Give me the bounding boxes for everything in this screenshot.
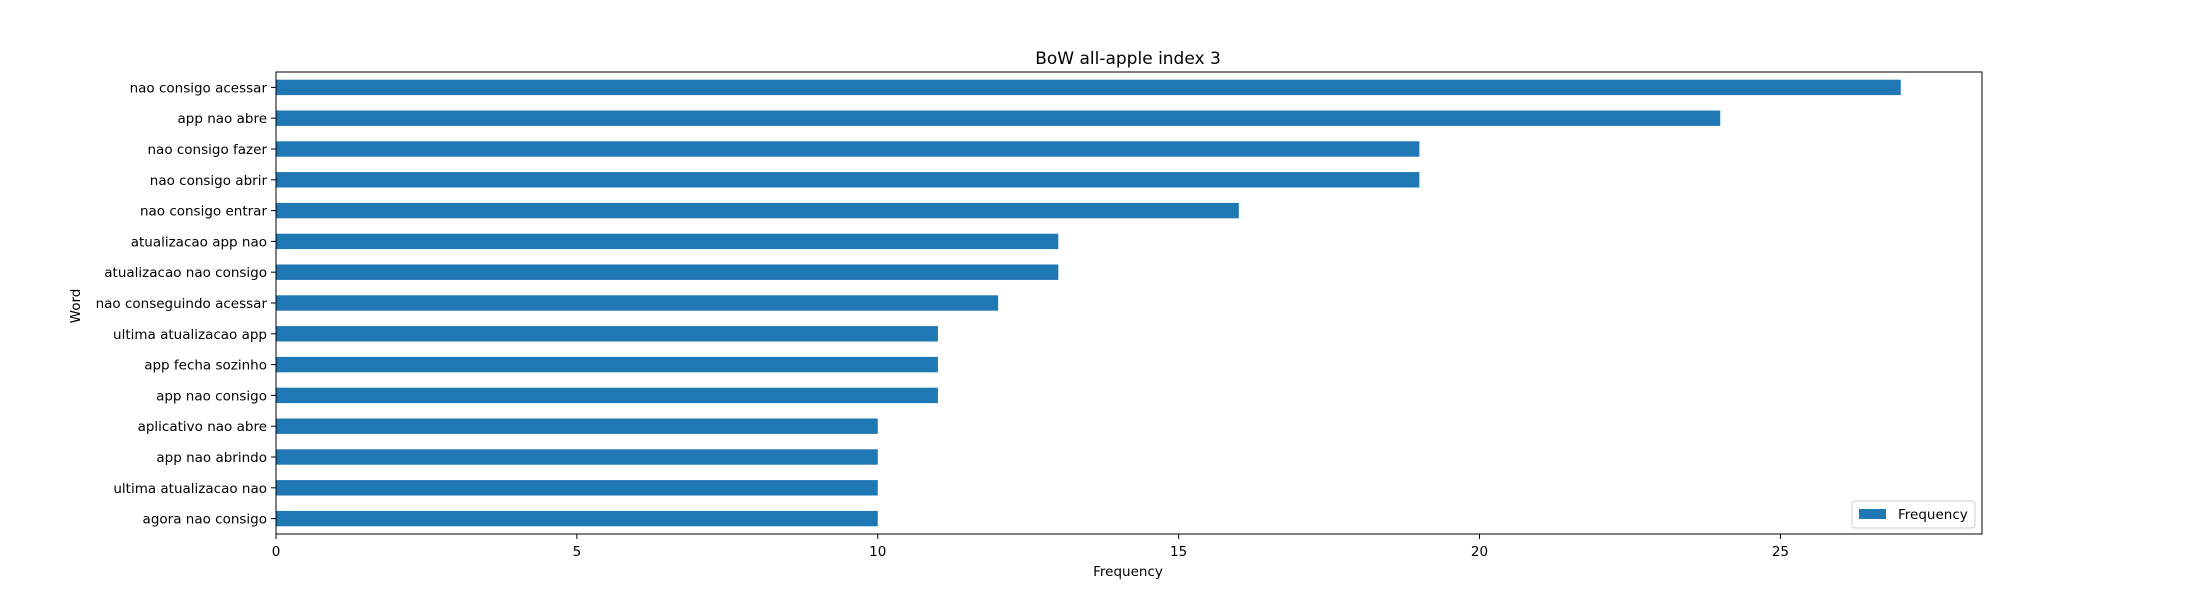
y-tick-label: nao consigo entrar (140, 204, 268, 220)
y-tick-label: aplicativo nao abre (138, 419, 267, 435)
bar (276, 326, 938, 342)
bars-group (276, 79, 1901, 527)
x-axis-label: Frequency (1093, 564, 1163, 580)
bar (276, 79, 1901, 96)
x-tick-label: 25 (1772, 544, 1789, 560)
bar (276, 141, 1420, 157)
y-tick-label: atualizacao app nao (131, 234, 267, 250)
legend-swatch (1859, 509, 1886, 519)
y-tick-label: app nao consigo (156, 388, 267, 404)
y-tick-label: app nao abre (178, 111, 267, 127)
y-tick-label: nao consigo fazer (148, 142, 268, 158)
plot-frame (275, 71, 1983, 535)
x-tick-label: 20 (1471, 544, 1488, 560)
y-ticks-group: nao consigo acessar app nao abre nao consi… (96, 80, 276, 528)
bar (276, 387, 938, 404)
y-tick-label: agora nao consigo (143, 512, 267, 528)
y-axis-label: Word (68, 289, 84, 324)
legend: Frequency (1851, 500, 1976, 529)
bar (276, 449, 878, 465)
x-ticks-group: 0 5 10 15 20 25 (272, 534, 1789, 560)
y-tick-label: nao consigo acessar (130, 80, 268, 96)
y-tick-label: nao conseguindo acessar (96, 296, 268, 312)
bar (276, 510, 878, 527)
y-tick-label: ultima atualizacao nao (113, 481, 267, 497)
legend-box (1851, 500, 1976, 529)
y-tick-label: app fecha sozinho (144, 358, 267, 374)
y-tick-label: ultima atualizacao app (113, 327, 267, 343)
y-tick-label: app nao abrindo (156, 450, 267, 466)
bar (276, 295, 999, 311)
chart-title: BoW all-apple index 3 (1035, 49, 1221, 69)
y-tick-label: atualizacao nao consigo (104, 265, 267, 281)
bar (276, 264, 1059, 280)
bar (276, 110, 1721, 126)
x-tick-label: 10 (869, 544, 886, 560)
legend-label: Frequency (1898, 507, 1968, 523)
bar (276, 356, 938, 373)
bar (276, 202, 1239, 219)
x-tick-label: 5 (573, 544, 582, 560)
bar (276, 233, 1059, 250)
y-tick-label: nao consigo abrir (150, 173, 268, 189)
bar (276, 172, 1420, 188)
x-tick-label: 0 (272, 544, 281, 560)
x-tick-label: 15 (1170, 544, 1187, 560)
bar (276, 418, 878, 434)
bar (276, 480, 878, 496)
